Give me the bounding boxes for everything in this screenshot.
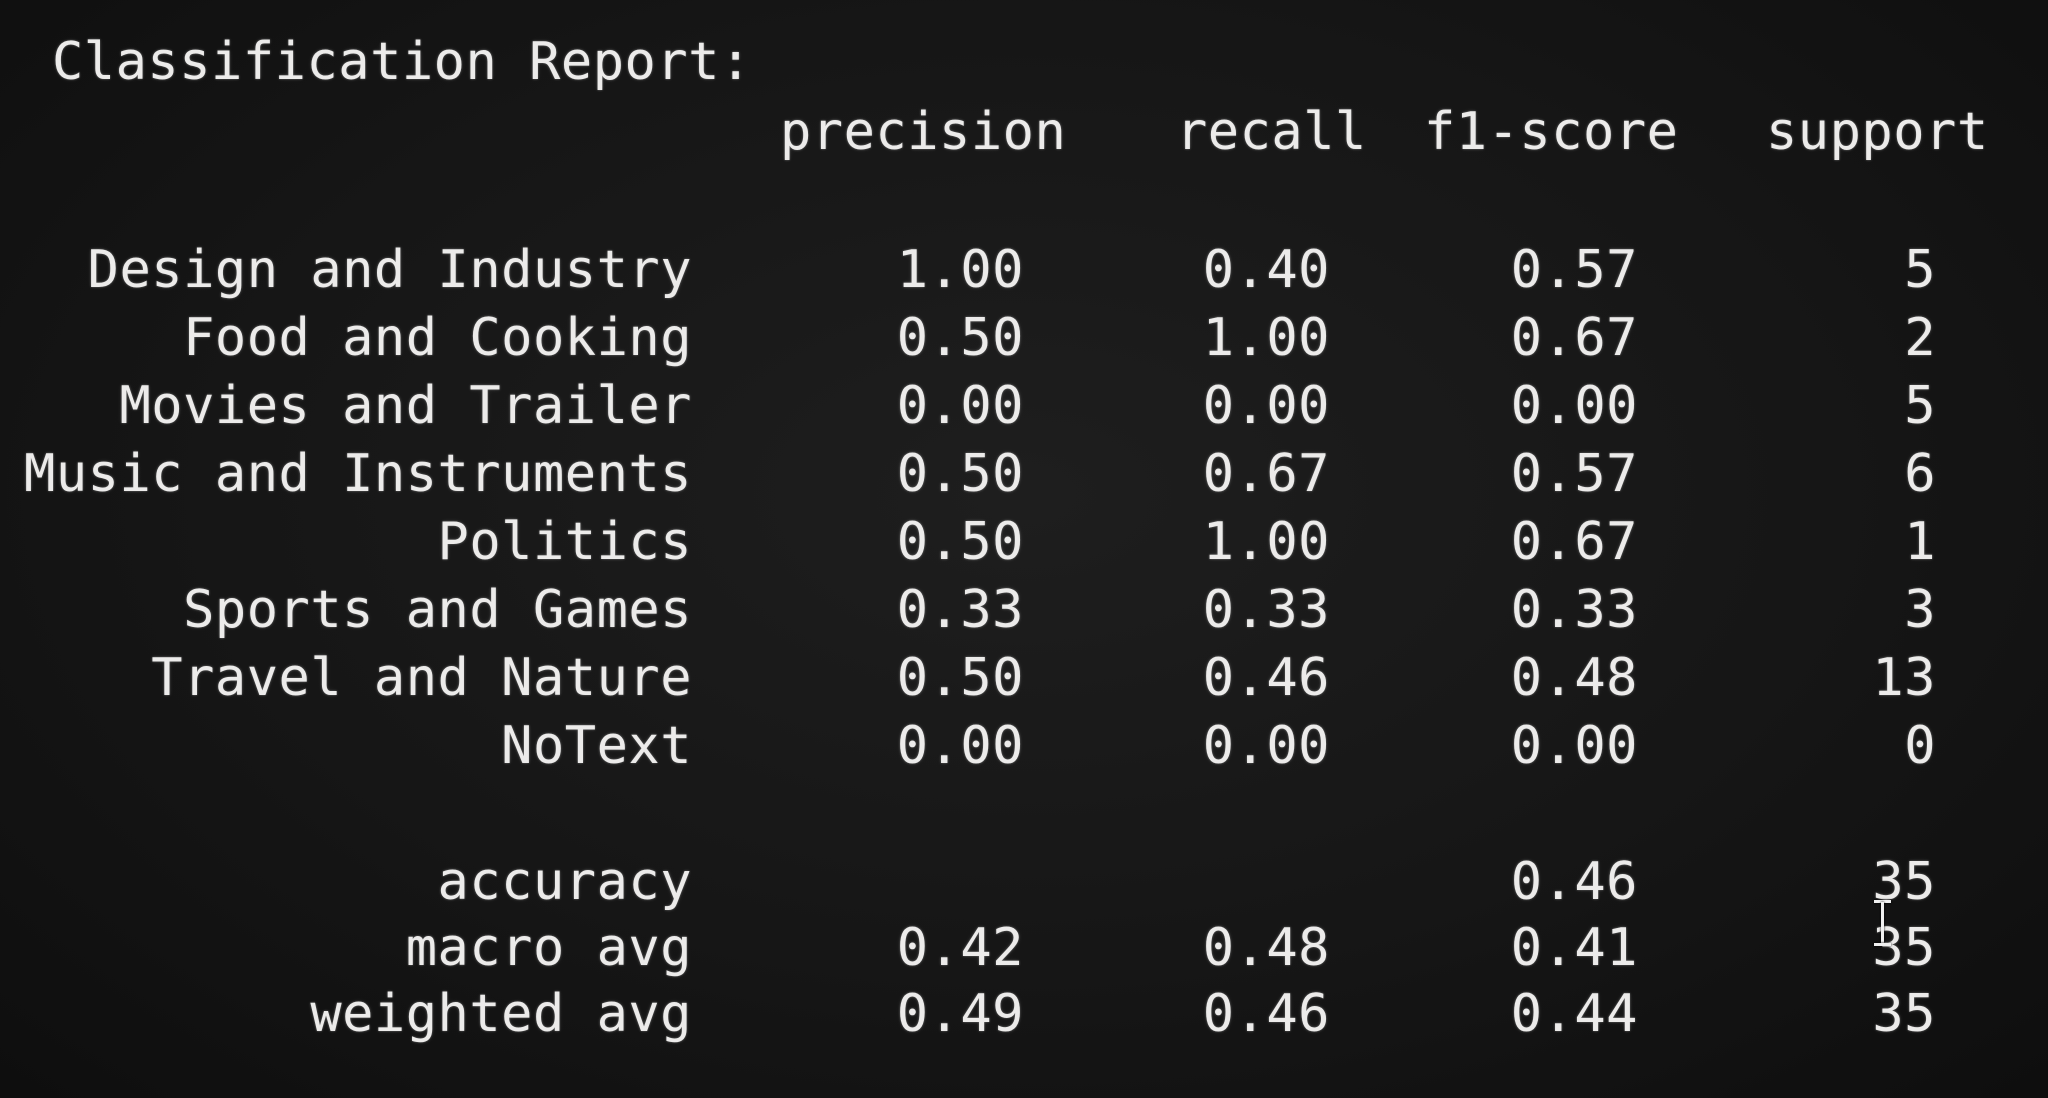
f1-score-value: 0.33 [1510, 580, 1638, 640]
text-cursor-icon [1874, 900, 1891, 946]
support-value: 0 [1904, 716, 1936, 776]
summary-label: accuracy [437, 852, 692, 912]
f1-score-value: 0.48 [1510, 648, 1638, 708]
precision-value: 0.00 [896, 376, 1024, 436]
precision-value: 0.50 [896, 308, 1024, 368]
f1-score-value: 0.67 [1510, 512, 1638, 572]
f1-score-value: 0.67 [1510, 308, 1638, 368]
row-label: Movies and Trailer [119, 376, 692, 436]
header-support: support [1766, 102, 1989, 162]
support-value: 35 [1872, 984, 1936, 1044]
recall-value: 0.46 [1202, 648, 1330, 708]
recall-value: 0.33 [1202, 580, 1330, 640]
support-value: 6 [1904, 444, 1936, 504]
precision-value: 1.00 [896, 240, 1024, 300]
report-title: Classification Report: [52, 32, 752, 92]
support-value: 5 [1904, 240, 1936, 300]
precision-value: 0.50 [896, 444, 1024, 504]
recall-value: 1.00 [1202, 308, 1330, 368]
f1-score-value: 0.57 [1510, 444, 1638, 504]
precision-value: 0.50 [896, 512, 1024, 572]
summary-label: macro avg [405, 918, 692, 978]
precision-value: 0.00 [896, 716, 1024, 776]
row-label: Music and Instruments [24, 444, 692, 504]
f1-score-value: 0.46 [1510, 852, 1638, 912]
precision-value: 0.42 [896, 918, 1024, 978]
header-f1-score: f1-score [1424, 102, 1679, 162]
recall-value: 0.46 [1202, 984, 1330, 1044]
f1-score-value: 0.00 [1510, 716, 1638, 776]
support-value: 35 [1872, 852, 1936, 912]
support-value: 13 [1872, 648, 1936, 708]
f1-score-value: 0.41 [1510, 918, 1638, 978]
f1-score-value: 0.57 [1510, 240, 1638, 300]
recall-value: 0.67 [1202, 444, 1330, 504]
f1-score-value: 0.00 [1510, 376, 1638, 436]
row-label: NoText [501, 716, 692, 776]
precision-value: 0.49 [896, 984, 1024, 1044]
support-value: 3 [1904, 580, 1936, 640]
recall-value: 1.00 [1202, 512, 1330, 572]
precision-value: 0.50 [896, 648, 1024, 708]
recall-value: 0.48 [1202, 918, 1330, 978]
row-label: Food and Cooking [183, 308, 692, 368]
support-value: 2 [1904, 308, 1936, 368]
support-value: 1 [1904, 512, 1936, 572]
recall-value: 0.40 [1202, 240, 1330, 300]
summary-label: weighted avg [310, 984, 692, 1044]
support-value: 5 [1904, 376, 1936, 436]
row-label: Politics [437, 512, 692, 572]
recall-value: 0.00 [1202, 376, 1330, 436]
row-label: Travel and Nature [151, 648, 692, 708]
row-label: Sports and Games [183, 580, 692, 640]
precision-value: 0.33 [896, 580, 1024, 640]
recall-value: 0.00 [1202, 716, 1330, 776]
f1-score-value: 0.44 [1510, 984, 1638, 1044]
header-precision: precision [780, 102, 1067, 162]
row-label: Design and Industry [87, 240, 692, 300]
header-recall: recall [1176, 102, 1367, 162]
